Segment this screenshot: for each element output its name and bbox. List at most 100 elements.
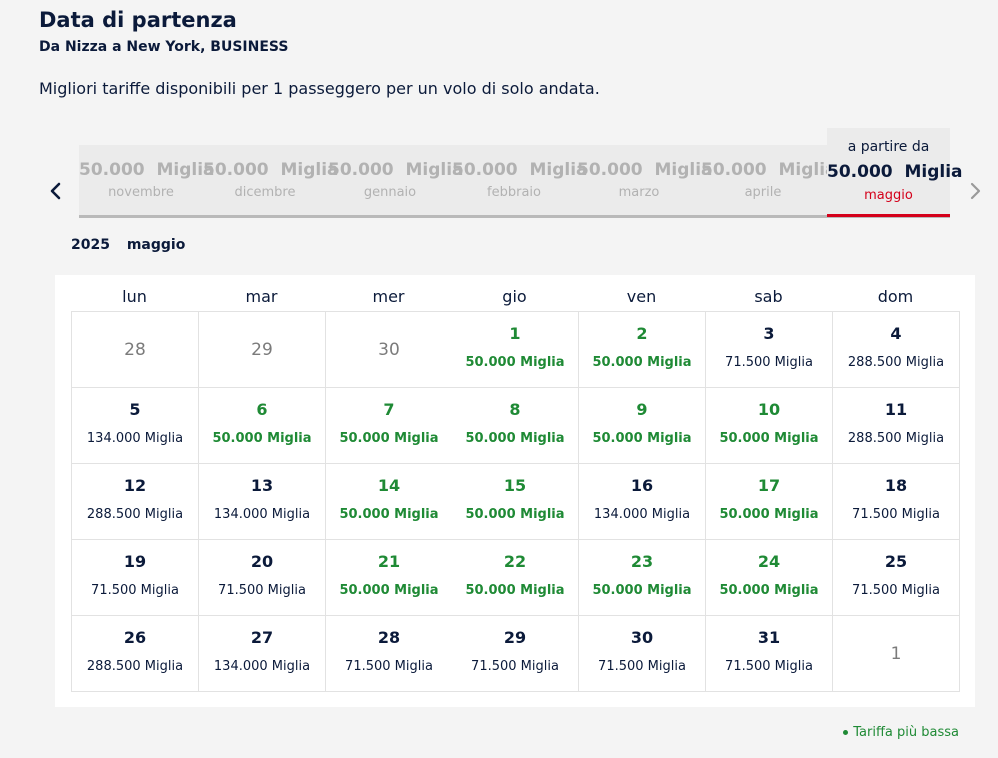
day-number: 21 xyxy=(377,552,401,571)
calendar-day[interactable]: 19 71.500 Miglia xyxy=(72,540,199,616)
legend-label: Tariffa più bassa xyxy=(853,725,959,740)
calendar-day[interactable]: 24 50.000 Miglia xyxy=(706,540,833,616)
calendar-day[interactable]: 17 50.000 Miglia xyxy=(706,464,833,540)
day-price: 288.500 Miglia xyxy=(86,507,184,522)
month-name: maggio xyxy=(864,188,913,203)
calendar-day[interactable]: 15 50.000 Miglia xyxy=(452,464,579,540)
day-number: 5 xyxy=(129,400,141,419)
calendar-day[interactable]: 10 50.000 Miglia xyxy=(706,388,833,464)
day-number: 23 xyxy=(630,552,654,571)
day-number: 24 xyxy=(757,552,781,571)
calendar-day[interactable]: 13 134.000 Miglia xyxy=(199,464,326,540)
day-price: 71.500 Miglia xyxy=(471,659,559,674)
day-number: 31 xyxy=(757,628,781,647)
calendar-day[interactable]: 1 50.000 Miglia xyxy=(452,312,579,388)
calendar-day[interactable]: 4 288.500 Miglia xyxy=(833,312,960,388)
calendar-day[interactable]: 3 71.500 Miglia xyxy=(706,312,833,388)
day-number: 20 xyxy=(250,552,274,571)
calendar-day[interactable]: 2 50.000 Miglia xyxy=(579,312,706,388)
day-number: 4 xyxy=(890,324,902,343)
day-price: 134.000 Miglia xyxy=(86,431,184,446)
day-number: 22 xyxy=(503,552,527,571)
calendar-day[interactable]: 22 50.000 Miglia xyxy=(452,540,579,616)
month-price: 50.000 Miglia xyxy=(203,160,339,180)
day-number: 13 xyxy=(250,476,274,495)
next-month-button[interactable] xyxy=(966,178,986,204)
calendar-day[interactable]: 25 71.500 Miglia xyxy=(833,540,960,616)
month-price: 50.000 Miglia xyxy=(701,160,837,180)
page-title: Data di partenza xyxy=(39,8,237,32)
month-option[interactable]: 50.000 Miglia gennaio xyxy=(328,145,464,215)
month-price: 50.000 Miglia xyxy=(452,160,588,180)
month-option[interactable]: 50.000 Miglia novembre xyxy=(79,145,215,215)
calendar-month: maggio xyxy=(126,237,186,253)
low-fare-dot-icon xyxy=(843,730,849,735)
calendar-day[interactable]: 29 71.500 Miglia xyxy=(452,616,579,692)
prev-month-button[interactable] xyxy=(46,178,66,204)
calendar-day[interactable]: 30 71.500 Miglia xyxy=(579,616,706,692)
day-price: 134.000 Miglia xyxy=(593,507,691,522)
calendar-day[interactable]: 11 288.500 Miglia xyxy=(833,388,960,464)
day-price: 134.000 Miglia xyxy=(213,659,311,674)
calendar-day[interactable]: 21 50.000 Miglia xyxy=(326,540,453,616)
day-number: 28 xyxy=(124,340,146,360)
calendar-day[interactable]: 31 71.500 Miglia xyxy=(706,616,833,692)
fare-description: Migliori tariffe disponibili per 1 passe… xyxy=(39,79,600,98)
calendar-day[interactable]: 28 71.500 Miglia xyxy=(326,616,453,692)
month-name: febbraio xyxy=(487,185,541,200)
calendar-day[interactable]: 18 71.500 Miglia xyxy=(833,464,960,540)
calendar-day-outside: 30 xyxy=(326,312,453,388)
day-number: 2 xyxy=(636,324,648,343)
day-price: 288.500 Miglia xyxy=(86,659,184,674)
day-number: 10 xyxy=(757,400,781,419)
day-price: 71.500 Miglia xyxy=(598,659,686,674)
legend: Tariffa più bassa xyxy=(843,725,959,740)
calendar-day[interactable]: 8 50.000 Miglia xyxy=(452,388,579,464)
from-label: a partire da xyxy=(847,139,930,155)
day-number: 19 xyxy=(123,552,147,571)
calendar-day[interactable]: 7 50.000 Miglia xyxy=(326,388,453,464)
month-name: aprile xyxy=(744,185,782,200)
day-price: 71.500 Miglia xyxy=(852,583,940,598)
day-price: 50.000 Miglia xyxy=(339,583,439,598)
calendar-day[interactable]: 16 134.000 Miglia xyxy=(579,464,706,540)
month-option[interactable]: 50.000 Miglia aprile xyxy=(701,145,837,215)
month-option[interactable]: 50.000 Miglia febbraio xyxy=(452,145,588,215)
calendar-day[interactable]: 5 134.000 Miglia xyxy=(72,388,199,464)
calendar-panel: lun mar mer gio ven sab dom 28 29 30 1 50.00… xyxy=(55,275,975,707)
month-name: gennaio xyxy=(363,185,417,200)
day-number: 14 xyxy=(377,476,401,495)
calendar-day[interactable]: 26 288.500 Miglia xyxy=(72,616,199,692)
calendar-day[interactable]: 27 134.000 Miglia xyxy=(199,616,326,692)
weekday-header: mer xyxy=(372,287,405,306)
day-price: 71.500 Miglia xyxy=(725,659,813,674)
day-number: 28 xyxy=(377,628,401,647)
calendar-day[interactable]: 6 50.000 Miglia xyxy=(199,388,326,464)
day-price: 50.000 Miglia xyxy=(339,431,439,446)
day-number: 16 xyxy=(630,476,654,495)
day-number: 25 xyxy=(884,552,908,571)
calendar-day[interactable]: 20 71.500 Miglia xyxy=(199,540,326,616)
calendar-day[interactable]: 14 50.000 Miglia xyxy=(326,464,453,540)
weekday-header: gio xyxy=(502,287,527,306)
day-price: 50.000 Miglia xyxy=(465,583,565,598)
calendar-day[interactable]: 12 288.500 Miglia xyxy=(72,464,199,540)
month-option-selected[interactable]: a partire da 50.000 Miglia maggio xyxy=(827,128,963,217)
month-price: 50.000 Miglia xyxy=(79,160,215,180)
day-number: 17 xyxy=(757,476,781,495)
day-number: 8 xyxy=(509,400,521,419)
route-subtitle: Da Nizza a New York, BUSINESS xyxy=(39,39,289,55)
month-option[interactable]: 50.000 Miglia dicembre xyxy=(203,145,339,215)
day-number: 6 xyxy=(256,400,268,419)
chevron-left-icon xyxy=(50,182,61,200)
day-number: 11 xyxy=(884,400,908,419)
day-number: 29 xyxy=(251,340,273,360)
day-price: 288.500 Miglia xyxy=(847,431,945,446)
calendar-day[interactable]: 9 50.000 Miglia xyxy=(579,388,706,464)
calendar-day[interactable]: 23 50.000 Miglia xyxy=(579,540,706,616)
day-price: 134.000 Miglia xyxy=(213,507,311,522)
month-name: dicembre xyxy=(234,185,296,200)
calendar-day-outside: 1 xyxy=(833,616,960,692)
month-option[interactable]: 50.000 Miglia marzo xyxy=(577,145,713,215)
month-name: marzo xyxy=(618,185,660,200)
